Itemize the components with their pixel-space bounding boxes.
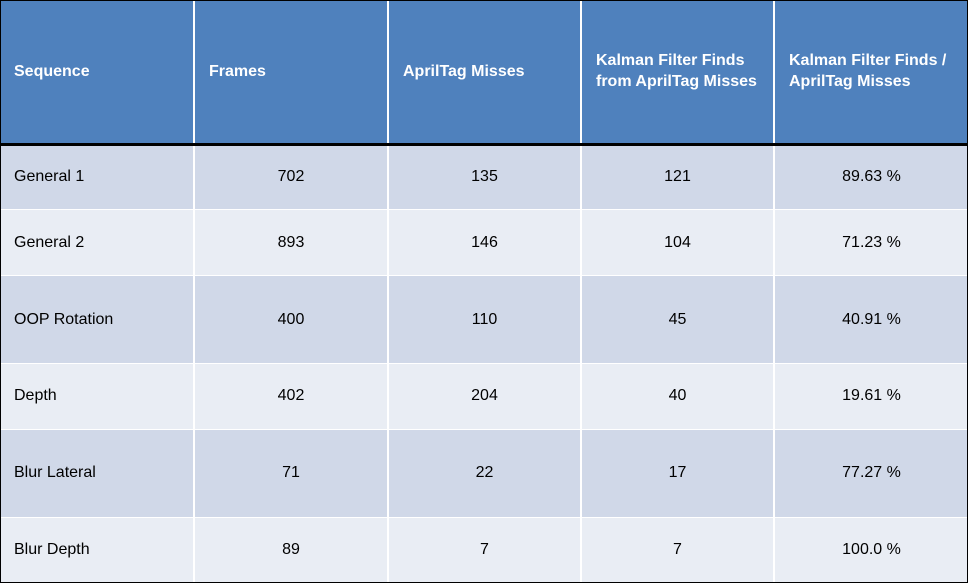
cell-apriltag-misses: 7	[388, 516, 582, 583]
table-row: General 1 702 135 121 89.63 %	[0, 143, 968, 210]
cell-ratio: 77.27 %	[774, 428, 968, 518]
cell-apriltag-misses: 204	[388, 362, 582, 430]
table-row: Depth 402 204 40 19.61 %	[0, 362, 968, 430]
header-frames: Frames	[194, 0, 389, 146]
cell-ratio: 71.23 %	[774, 209, 968, 276]
cell-kalman-finds: 7	[581, 516, 775, 583]
cell-apriltag-misses: 22	[388, 428, 582, 518]
cell-apriltag-misses: 135	[388, 143, 582, 210]
cell-kalman-finds: 104	[581, 209, 775, 276]
cell-sequence: General 2	[0, 209, 195, 276]
cell-sequence: OOP Rotation	[0, 275, 195, 364]
cell-sequence: Blur Depth	[0, 516, 195, 583]
header-row: Sequence Frames AprilTag Misses Kalman F…	[0, 0, 968, 146]
cell-frames: 400	[194, 275, 389, 364]
cell-frames: 402	[194, 362, 389, 430]
table-row: OOP Rotation 400 110 45 40.91 %	[0, 275, 968, 364]
cell-kalman-finds: 40	[581, 362, 775, 430]
table-row: General 2 893 146 104 71.23 %	[0, 209, 968, 276]
cell-sequence: Blur Lateral	[0, 428, 195, 518]
cell-ratio: 89.63 %	[774, 143, 968, 210]
cell-kalman-finds: 45	[581, 275, 775, 364]
cell-apriltag-misses: 110	[388, 275, 582, 364]
cell-frames: 89	[194, 516, 389, 583]
table-header: Sequence Frames AprilTag Misses Kalman F…	[0, 0, 968, 146]
cell-sequence: General 1	[0, 143, 195, 210]
header-apriltag-misses: AprilTag Misses	[388, 0, 582, 146]
cell-kalman-finds: 17	[581, 428, 775, 518]
header-kalman-finds: Kalman Filter Finds from AprilTag Misses	[581, 0, 775, 146]
cell-apriltag-misses: 146	[388, 209, 582, 276]
table-row: Blur Depth 89 7 7 100.0 %	[0, 516, 968, 583]
header-kalman-ratio: Kalman Filter Finds / AprilTag Misses	[774, 0, 968, 146]
cell-frames: 71	[194, 428, 389, 518]
cell-ratio: 40.91 %	[774, 275, 968, 364]
cell-sequence: Depth	[0, 362, 195, 430]
header-sequence: Sequence	[0, 0, 195, 146]
table-body: General 1 702 135 121 89.63 % General 2 …	[0, 143, 968, 583]
cell-ratio: 100.0 %	[774, 516, 968, 583]
cell-frames: 893	[194, 209, 389, 276]
table-row: Blur Lateral 71 22 17 77.27 %	[0, 428, 968, 518]
cell-ratio: 19.61 %	[774, 362, 968, 430]
cell-kalman-finds: 121	[581, 143, 775, 210]
cell-frames: 702	[194, 143, 389, 210]
